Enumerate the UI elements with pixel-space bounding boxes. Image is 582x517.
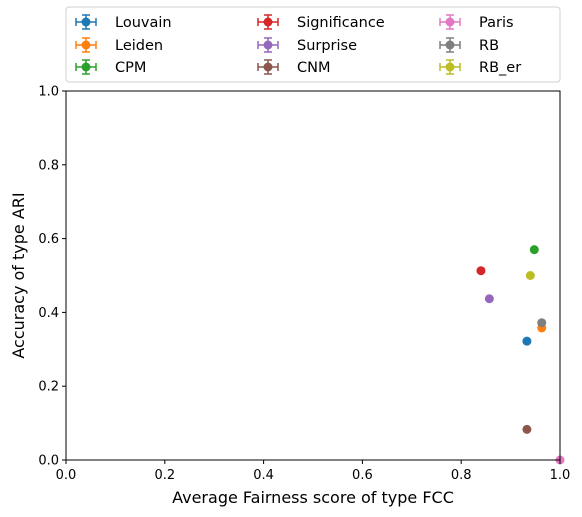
y-tick-label: 0.4 — [38, 306, 59, 321]
legend-marker — [263, 40, 273, 50]
legend-label: RB — [479, 38, 499, 54]
y-tick-label: 1.0 — [38, 85, 59, 100]
point-rb-er — [525, 271, 535, 280]
x-tick-label: 0.6 — [352, 468, 373, 483]
point-cpm — [529, 245, 539, 255]
legend-marker — [263, 62, 273, 72]
legend-marker — [81, 62, 91, 72]
legend-label: Significance — [297, 15, 385, 31]
legend-label: Louvain — [115, 15, 172, 31]
legend-label: Paris — [479, 15, 514, 31]
legend-item-rb-er: RB_er — [439, 59, 521, 76]
x-axis: 0.0 0.2 0.4 0.6 0.8 1.0 — [56, 460, 571, 483]
point-rb — [537, 318, 547, 328]
legend-frame — [65, 6, 561, 83]
legend-item-surprise: Surprise — [257, 37, 357, 54]
legend-marker — [445, 17, 455, 27]
y-tick-label: 0.2 — [38, 380, 59, 395]
legend-marker — [263, 17, 273, 27]
legend-label: CPM — [115, 60, 146, 76]
legend-item-leiden: Leiden — [75, 37, 163, 54]
legend-item-significance: Significance — [257, 14, 385, 31]
legend-marker — [81, 17, 91, 27]
y-tick-label: 0.8 — [38, 158, 59, 173]
point-surprise — [484, 294, 494, 304]
legend-label: CNM — [297, 60, 330, 76]
legend-item-louvain: Louvain — [75, 14, 172, 31]
x-tick-label: 1.0 — [550, 468, 571, 483]
legend-label: Surprise — [297, 38, 357, 54]
y-axis: 0.0 0.2 0.4 0.6 0.8 1.0 — [38, 85, 66, 469]
plot-frame — [65, 90, 561, 461]
legend-item-cpm: CPM — [75, 59, 146, 76]
x-tick-label: 0.0 — [56, 468, 77, 483]
x-tick-label: 0.8 — [451, 468, 472, 483]
y-axis-label: Accuracy of type ARI — [9, 192, 28, 358]
legend-label: Leiden — [115, 38, 163, 54]
y-tick-label: 0.6 — [38, 232, 59, 247]
legend-item-rb: RB — [439, 37, 499, 54]
point-louvain — [522, 336, 532, 346]
y-tick-label: 0.0 — [38, 454, 59, 469]
x-axis-label: Average Fairness score of type FCC — [172, 488, 454, 507]
legend-marker — [445, 62, 455, 72]
x-tick-label: 0.4 — [253, 468, 274, 483]
x-tick-label: 0.2 — [154, 468, 175, 483]
legend: Louvain Leiden CPM Significance Surprise CNM P… — [65, 6, 561, 83]
legend-item-cnm: CNM — [257, 59, 330, 76]
points-layer — [476, 245, 565, 465]
legend-item-paris: Paris — [439, 14, 514, 31]
legend-marker — [445, 40, 455, 50]
legend-marker — [81, 40, 91, 50]
legend-label: RB_er — [479, 60, 521, 76]
point-significance — [476, 266, 486, 276]
point-cnm — [522, 424, 532, 434]
